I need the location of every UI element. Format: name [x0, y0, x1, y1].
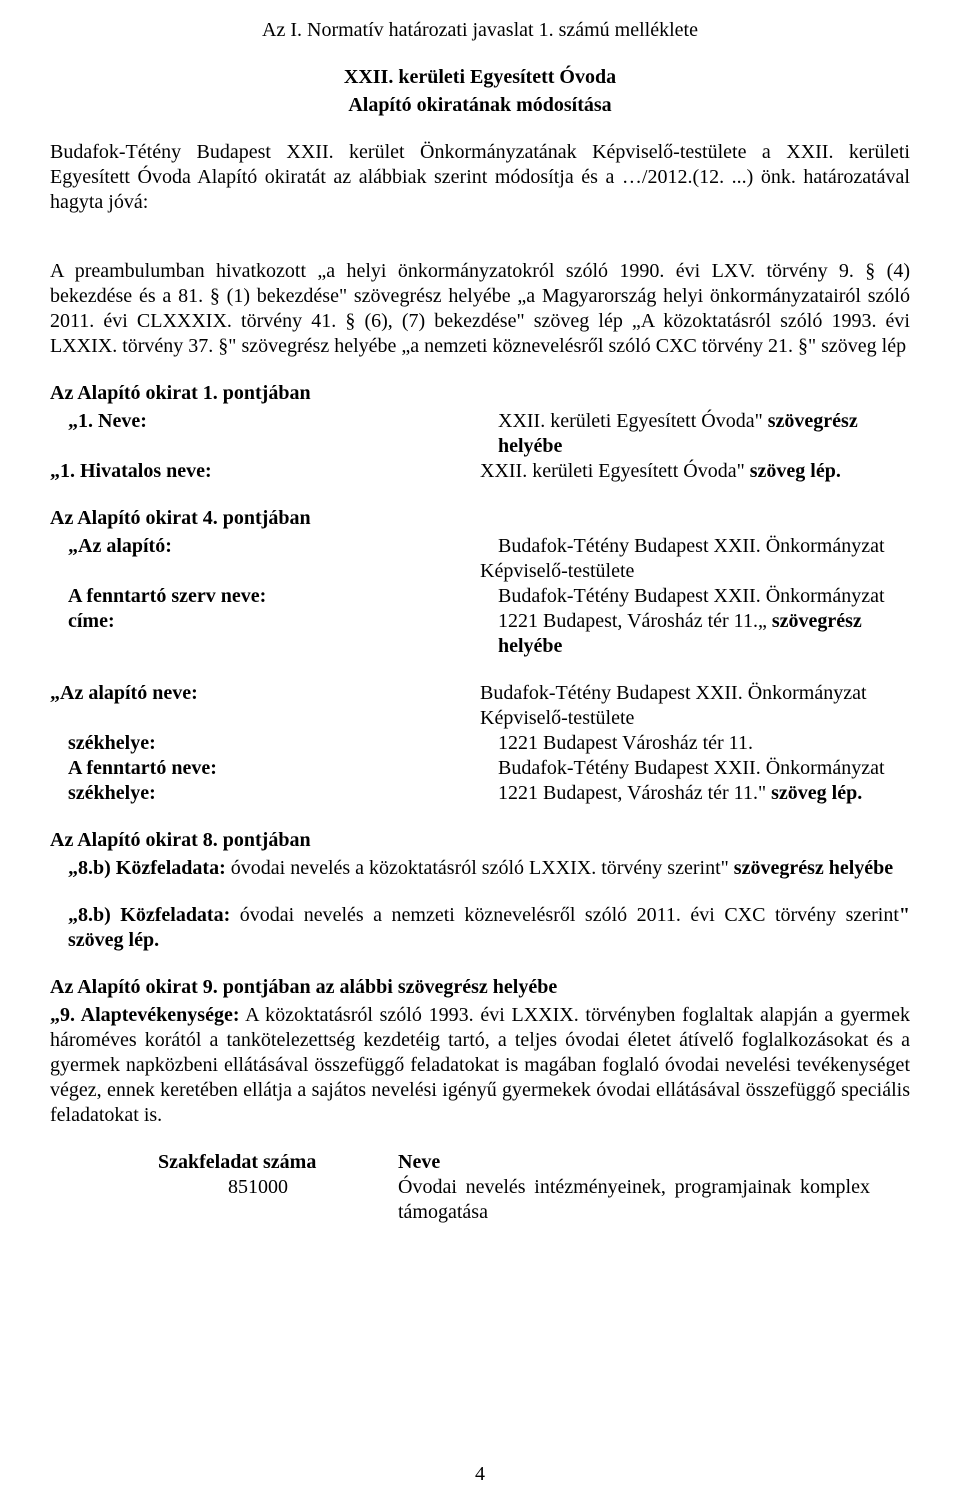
p4-v1a: Budafok-Tétény Budapest XXII. Önkormányz… [498, 534, 910, 559]
p8-l1-tail: szövegrész helyébe [734, 857, 893, 879]
th-col1: Szakfeladat száma [158, 1150, 398, 1175]
td-col2: Óvodai nevelés intézményeinek, programja… [398, 1175, 910, 1225]
p8-l2-lead: „8.b) Közfeladata: [68, 904, 230, 926]
p4-row-7: székhelye: 1221 Budapest, Városház tér 1… [50, 781, 910, 806]
header-line-3: Alapító okiratának módosítása [50, 93, 910, 118]
header-line-1: Az I. Normatív határozati javaslat 1. sz… [50, 18, 910, 43]
document-page: Az I. Normatív határozati javaslat 1. sz… [0, 0, 960, 1509]
p4-row-1b: Képviselő-testülete [50, 559, 910, 584]
p4-v3-prefix: 1221 Budapest, Városház tér 11.„ [498, 610, 767, 632]
p4-v6: Budafok-Tétény Budapest XXII. Önkormányz… [498, 756, 910, 781]
p4-l2: A fenntartó szerv neve: [50, 584, 498, 609]
p4-row-1a: „Az alapító: Budafok-Tétény Budapest XXI… [50, 534, 910, 559]
p4-row-5: székhelye: 1221 Budapest Városház tér 11… [50, 731, 910, 756]
p1-row-1: „1. Neve: XXII. kerületi Egyesített Óvod… [50, 409, 910, 459]
p4-l1: „Az alapító: [50, 534, 498, 559]
p4-l3: címe: [50, 609, 498, 659]
p4-row-2: A fenntartó szerv neve: Budafok-Tétény B… [50, 584, 910, 609]
section-9-title: Az Alapító okirat 9. pontjában az alábbi… [50, 975, 910, 1000]
th-col2: Neve [398, 1150, 910, 1175]
p4-v7-prefix: 1221 Budapest, Városház tér 11." [498, 782, 766, 804]
p4-row-4a: „Az alapító neve: Budafok-Tétény Budapes… [50, 681, 910, 706]
p9-body: „9. Alaptevékenysége: A közoktatásról sz… [50, 1003, 910, 1128]
p4-v7-bold: szöveg lép. [766, 782, 862, 804]
p8-l2-rest: óvodai nevelés a nemzeti köznevelésről s… [230, 904, 899, 926]
p4-v4b: Képviselő-testülete [480, 706, 910, 731]
header-line-2: XXII. kerületi Egyesített Óvoda [50, 65, 910, 90]
p1-row-2: „1. Hivatalos neve: XXII. kerületi Egyes… [50, 459, 910, 484]
p4-v4a: Budafok-Tétény Budapest XXII. Önkormányz… [480, 681, 910, 706]
p1-row2-value: XXII. kerületi Egyesített Óvoda" szöveg … [480, 459, 910, 484]
td-col1: 851000 [158, 1175, 398, 1225]
p4-l5: székhelye: [50, 731, 498, 756]
section-8-title: Az Alapító okirat 8. pontjában [50, 828, 910, 853]
p1-row1-value: XXII. kerületi Egyesített Óvoda" szövegr… [498, 409, 910, 459]
p4-v2: Budafok-Tétény Budapest XXII. Önkormányz… [498, 584, 910, 609]
p4-l6: A fenntartó neve: [50, 756, 498, 781]
p4-row-3: címe: 1221 Budapest, Városház tér 11.„ s… [50, 609, 910, 659]
p1-row1-label: „1. Neve: [50, 409, 498, 459]
p1-row2-prefix: XXII. kerületi Egyesített Óvoda" [480, 460, 745, 482]
p8-line1: „8.b) Közfeladata: óvodai nevelés a közo… [50, 856, 910, 881]
p4-row-4b: Képviselő-testülete [50, 706, 910, 731]
p4-v7: 1221 Budapest, Városház tér 11." szöveg … [498, 781, 910, 806]
preamble-paragraph: A preambulumban hivatkozott „a helyi önk… [50, 259, 910, 359]
p1-row2-bold: szöveg lép. [745, 460, 841, 482]
page-number: 4 [0, 1462, 960, 1487]
section-4-title: Az Alapító okirat 4. pontjában [50, 506, 910, 531]
p4-l4: „Az alapító neve: [50, 681, 480, 706]
p4-l7: székhelye: [50, 781, 498, 806]
p4-v5: 1221 Budapest Városház tér 11. [498, 731, 910, 756]
p4-row-6: A fenntartó neve: Budafok-Tétény Budapes… [50, 756, 910, 781]
intro-paragraph: Budafok-Tétény Budapest XXII. kerület Ön… [50, 140, 910, 215]
table-row: 851000 Óvodai nevelés intézményeinek, pr… [158, 1175, 910, 1225]
p4-v3: 1221 Budapest, Városház tér 11.„ szövegr… [498, 609, 910, 659]
szakfeladat-table: Szakfeladat száma Neve 851000 Óvodai nev… [158, 1150, 910, 1225]
p4-v1b: Képviselő-testülete [480, 559, 910, 584]
p1-row1-prefix: XXII. kerületi Egyesített Óvoda" [498, 410, 763, 432]
p8-l1-lead: „8.b) Közfeladata: [68, 857, 226, 879]
p9-lead: „9. Alaptevékenysége: [50, 1004, 239, 1026]
table-header-row: Szakfeladat száma Neve [158, 1150, 910, 1175]
p8-line2: „8.b) Közfeladata: óvodai nevelés a nemz… [50, 903, 910, 953]
p1-row2-label: „1. Hivatalos neve: [50, 459, 480, 484]
p8-l1-rest: óvodai nevelés a közoktatásról szóló LXX… [226, 857, 729, 879]
section-1-title: Az Alapító okirat 1. pontjában [50, 381, 910, 406]
